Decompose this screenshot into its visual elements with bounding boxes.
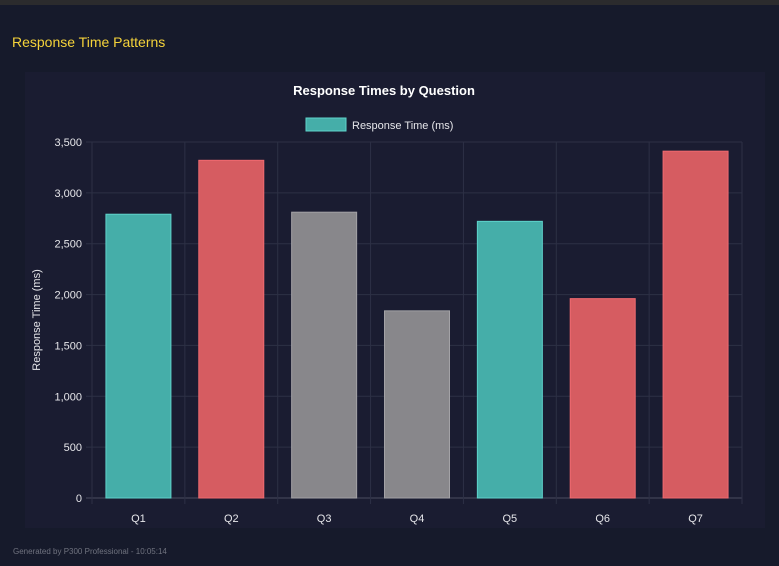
y-tick-label: 0 (76, 493, 82, 505)
bar-q6 (569, 298, 636, 499)
x-tick-label: Q7 (688, 513, 703, 525)
y-tick-label: 500 (64, 442, 82, 454)
y-tick-label: 1,500 (54, 340, 82, 352)
bar-q2 (198, 159, 265, 499)
bar-q1 (105, 213, 172, 499)
y-tick-label: 2,000 (54, 290, 82, 302)
x-tick-label: Q4 (410, 513, 425, 525)
bar-q4 (384, 310, 450, 499)
y-tick-label: 2,500 (54, 239, 82, 251)
y-tick-label: 1,000 (54, 391, 82, 403)
legend-swatch (305, 117, 347, 132)
y-axis-label: Response Time (ms) (31, 269, 43, 370)
y-tick-label: 3,000 (54, 188, 82, 200)
legend-label: Response Time (ms) (352, 120, 453, 132)
x-tick-label: Q5 (503, 513, 518, 525)
bar-q3 (291, 211, 358, 499)
y-tick-label: 3,500 (54, 137, 82, 149)
top-bar (0, 0, 779, 5)
x-tick-label: Q2 (224, 513, 239, 525)
bar-q5 (476, 220, 543, 499)
x-tick-label: Q1 (131, 513, 146, 525)
section-title: Response Time Patterns (12, 34, 166, 50)
x-tick-label: Q6 (595, 513, 610, 525)
chart-title: Response Times by Question (293, 83, 475, 98)
footer-text: Generated by P300 Professional - 10:05:1… (13, 547, 167, 556)
x-tick-label: Q3 (317, 513, 332, 525)
bar-q7 (662, 150, 729, 499)
